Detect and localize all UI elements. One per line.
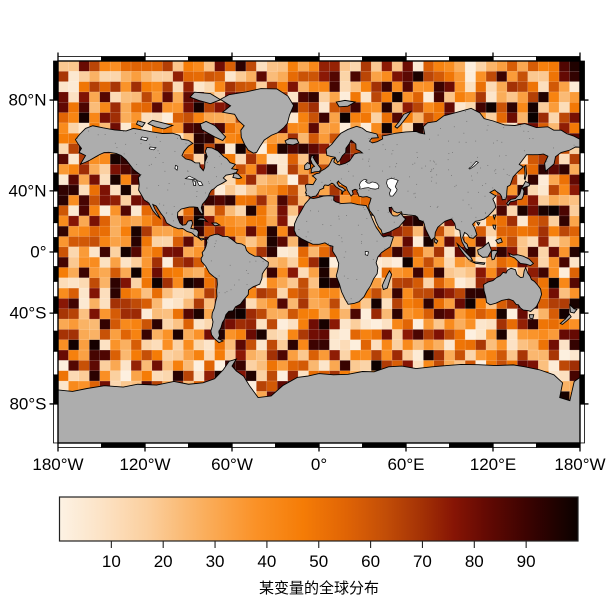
x-tick-label: 60°E xyxy=(387,454,425,474)
y-tick-label: 40°N xyxy=(8,181,47,201)
y-tick-label: 80°N xyxy=(8,90,47,110)
x-tick-label: 0° xyxy=(310,454,328,474)
colorbar-tick-label: 90 xyxy=(516,552,536,571)
x-tick-label: 180°W xyxy=(32,454,84,474)
colorbar-tick-label: 30 xyxy=(205,552,225,571)
y-tick-label: 40°S xyxy=(9,303,47,323)
colorbar-tick-label: 50 xyxy=(309,552,329,571)
colorbar-tick-label: 20 xyxy=(153,552,173,571)
colorbar-tick-label: 40 xyxy=(257,552,277,571)
x-tick-label: 120°E xyxy=(469,454,517,474)
y-tick-label: 80°S xyxy=(9,394,47,414)
colorbar-tick-label: 70 xyxy=(412,552,432,571)
colorbar-label: 某变量的全球分布 xyxy=(258,579,379,597)
colorbar-tick-label: 80 xyxy=(464,552,484,571)
x-tick-label: 60°W xyxy=(211,454,253,474)
colorbar-tick-label: 60 xyxy=(361,552,381,571)
colorbar-tick-label: 10 xyxy=(101,552,121,571)
x-tick-label: 180°W xyxy=(554,454,606,474)
x-tick-label: 120°W xyxy=(119,454,171,474)
y-tick-label: 0° xyxy=(30,242,47,262)
